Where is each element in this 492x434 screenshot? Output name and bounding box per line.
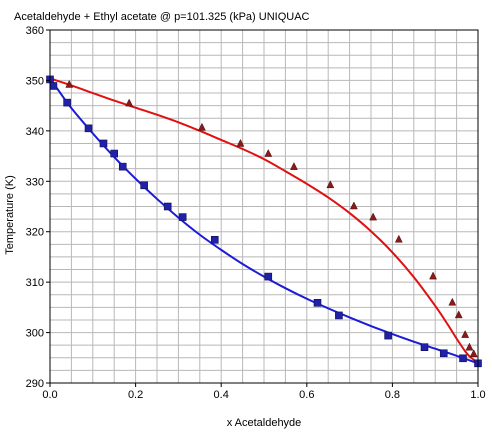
liquid-data-point [420,343,429,351]
liquid-data-point [335,311,343,320]
vapor-data-point [369,212,378,221]
vapor-data-point [125,98,134,107]
vapor-data-point [461,330,470,338]
vapor-data-point [236,138,245,147]
vapor-data-point [469,349,478,357]
y-tick-label: 350 [26,75,44,87]
x-tick-label: 1.0 [470,389,485,401]
liquid-data-point [110,149,118,158]
x-tick-label: 0.4 [214,389,229,401]
liquid-data-point [178,213,187,221]
y-tick-label: 310 [26,277,44,289]
y-tick-label: 360 [26,25,44,37]
y-tick-label: 300 [26,328,44,340]
vapor-data-point [326,180,335,189]
y-tick-label: 330 [26,176,44,188]
liquid-data-point [264,272,273,281]
grid-layer [50,30,478,383]
liquid-data-point [439,349,448,358]
tick-layer: 0.0 0.2 0.4 0.6 0.8 1.0 290 300 310 320 330 340 350 3… [26,25,486,401]
liquid-data-point [140,181,148,190]
x-tick-label: 0.8 [385,389,400,401]
plot-frame [49,29,479,384]
vapor-data-point [465,342,474,351]
vapor-curve [49,77,479,365]
liquid-data-point [99,139,108,148]
x-tick-label: 0.2 [128,389,143,401]
liquid-data-point [384,331,392,340]
vapor-data-point [198,122,206,131]
vapor-data-point [429,271,437,280]
x-tick-label: 0.0 [42,389,57,401]
x-tick-label: 0.6 [299,389,314,401]
vapor-data-point [264,148,273,157]
liquid-data-point [459,354,467,363]
liquid-data-point [163,202,172,211]
vapor-data-point [65,79,74,88]
y-tick-label: 340 [26,126,44,138]
liquid-data-point [118,162,127,171]
liquid-data-point [210,235,219,244]
liquid-data-point [84,124,93,133]
liquid-data-point [313,299,322,307]
chart-title: Acetaldehyde + Ethyl acetate @ p=101.325… [14,11,310,23]
vapor-data-point [394,234,403,243]
vapor-data-point [448,297,457,306]
liquid-data-point [49,82,58,90]
y-axis-label: Temperature (K) [4,175,16,254]
vapor-data-point [454,310,463,319]
x-axis-label: x Acetaldehyde [227,417,302,429]
vapor-data-point [290,162,298,170]
y-tick-label: 320 [26,227,44,239]
y-tick-label: 290 [26,378,44,390]
liquid-data-point [63,98,71,107]
vapor-data-point [349,201,358,210]
